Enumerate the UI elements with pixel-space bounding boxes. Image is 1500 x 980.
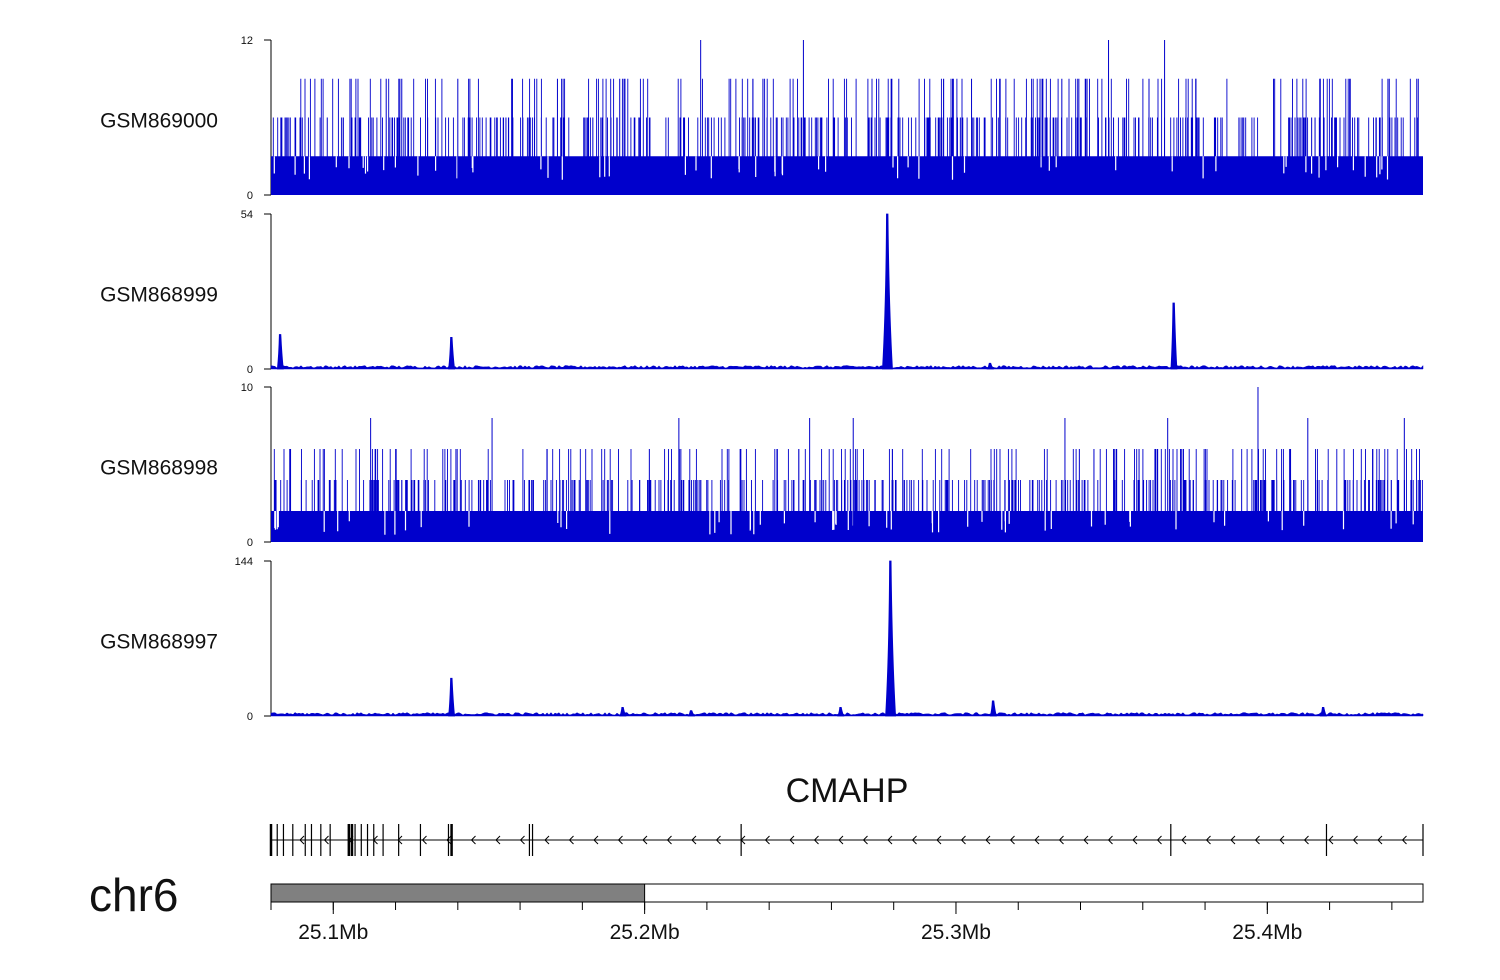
coverage-peak <box>276 334 284 370</box>
coverage-peak <box>885 560 897 717</box>
gene-name: CMAHP <box>786 772 909 810</box>
chromosome-highlight <box>270 883 646 903</box>
coverage-peak <box>837 706 845 717</box>
track-label: GSM868997 <box>100 631 218 654</box>
coverage-gaps <box>273 156 1389 180</box>
y-tick-label-max: 54 <box>241 209 253 221</box>
track-gsm868997: GSM868997 144 0 <box>100 556 1424 723</box>
y-tick-label-min: 0 <box>247 364 253 376</box>
track-gsm868999: GSM868999 54 0 <box>100 209 1424 376</box>
chromosome-axis: chr6 25.1Mb 25.2Mb 25.3Mb 25.4Mb <box>89 869 1424 944</box>
y-tick-label-min: 0 <box>247 711 253 723</box>
coverage-tracks: GSM869000120GSM868999540GSM868998100GSM8… <box>100 35 1424 723</box>
coverage-peak <box>1170 302 1178 370</box>
y-tick-label-min: 0 <box>247 190 253 202</box>
gene-track: CMAHP <box>269 772 1424 856</box>
coverage-floor <box>270 364 1424 370</box>
tick-label: 25.3Mb <box>921 921 991 944</box>
coverage-peak <box>448 337 456 370</box>
coverage-peak <box>619 706 627 717</box>
coverage-peak <box>687 710 696 717</box>
track-gsm868998: GSM868998 10 0 <box>100 382 1423 549</box>
coverage-bars <box>272 78 1419 195</box>
coverage-base <box>271 511 1423 542</box>
y-tick-label-max: 12 <box>241 35 253 47</box>
tick-label: 25.1Mb <box>298 921 368 944</box>
coverage-peak <box>448 677 456 717</box>
y-tick-label-max: 144 <box>235 556 253 568</box>
coverage-floor <box>270 712 1424 717</box>
chromosome-name: chr6 <box>89 869 178 921</box>
tick-label: 25.2Mb <box>610 921 680 944</box>
tick-label: 25.4Mb <box>1232 921 1302 944</box>
track-label: GSM868999 <box>100 284 218 307</box>
y-tick-label-min: 0 <box>247 537 253 549</box>
track-label: GSM868998 <box>100 457 218 480</box>
strand-arrows <box>299 835 1407 845</box>
track-gsm869000: GSM869000 12 0 <box>100 35 1423 202</box>
coverage-peak <box>1319 706 1327 717</box>
coverage-peak <box>989 700 997 717</box>
y-tick-label-max: 10 <box>241 382 253 394</box>
coverage-peak <box>882 213 893 370</box>
track-label: GSM869000 <box>100 110 218 133</box>
coverage-peak <box>986 362 994 370</box>
